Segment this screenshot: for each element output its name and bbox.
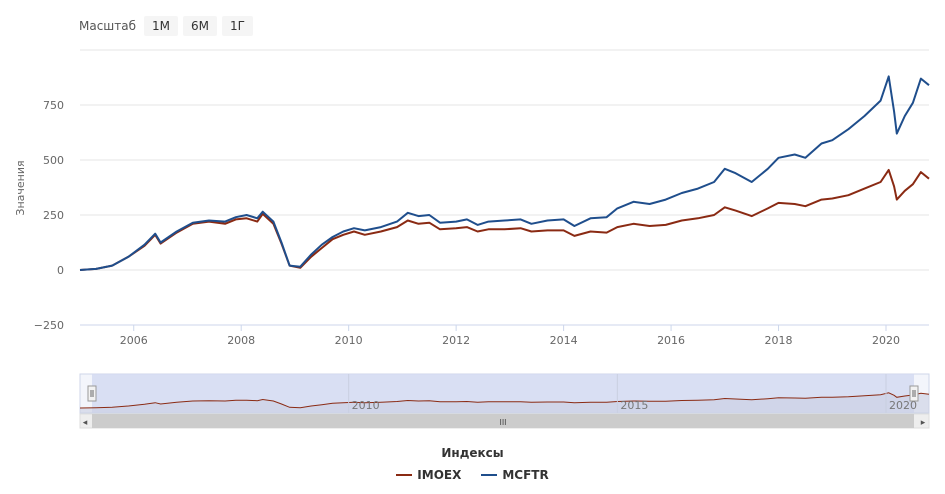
zoom-6m-button[interactable]: 6М xyxy=(183,16,218,36)
series-line-imoex xyxy=(79,168,930,271)
legend-items: IMOEX MCFTR xyxy=(0,468,945,482)
y-tick-label: 500 xyxy=(43,154,64,167)
x-tick-label: 2010 xyxy=(335,334,363,345)
series-layer xyxy=(79,75,930,271)
grid-layer xyxy=(80,49,929,326)
navigator-tick-label: 2010 xyxy=(352,399,380,412)
navigator-area xyxy=(80,392,929,413)
x-tick-label: 2006 xyxy=(120,334,148,345)
main-chart: Значения −250 0 250 500 750 2006 2008 2010 2012… xyxy=(14,49,930,345)
zoom-1y-button[interactable]: 1Г xyxy=(222,16,253,36)
scrollbar-left-arrow[interactable]: ◂ xyxy=(83,418,88,428)
legend-item-mcftr[interactable]: MCFTR xyxy=(481,468,549,482)
x-tick-label: 2008 xyxy=(227,334,255,345)
y-tick-label: 750 xyxy=(43,99,64,112)
legend-title: Индексы xyxy=(441,446,504,460)
zoom-bar: Масштаб 1М 6М 1Г xyxy=(79,14,258,38)
zoom-label: Масштаб xyxy=(79,19,137,33)
navigator-line xyxy=(79,392,930,409)
navigator-left-handle[interactable] xyxy=(87,385,97,402)
x-tick-label: 2020 xyxy=(872,334,900,345)
navigator-right-handle[interactable] xyxy=(909,385,919,402)
navigator-series xyxy=(79,392,930,413)
legend-item-imoex[interactable]: IMOEX xyxy=(396,468,461,482)
x-tick-label: 2016 xyxy=(657,334,685,345)
navigator-tick-label: 2015 xyxy=(620,399,648,412)
x-tick-label: 2012 xyxy=(442,334,470,345)
y-axis-title: Значения xyxy=(14,160,27,215)
scrollbar-grip[interactable]: III xyxy=(499,418,506,427)
navigator-tick-label: 2020 xyxy=(889,399,917,412)
y-tick-label: 250 xyxy=(43,209,64,222)
y-tick-labels: −250 0 250 500 750 xyxy=(34,99,64,332)
legend-swatch-mcftr xyxy=(481,474,498,476)
legend-swatch-imoex xyxy=(396,474,413,476)
scrollbar-thumb[interactable] xyxy=(92,414,914,428)
x-tick-label: 2014 xyxy=(550,334,578,345)
zoom-1m-button[interactable]: 1М xyxy=(144,16,179,36)
navigator: 2010 2015 2020 ◂ ▸ III xyxy=(79,373,930,429)
x-tick-labels: 2006 2008 2010 2012 2014 2016 2018 2020 xyxy=(80,324,929,345)
scrollbar-right-arrow[interactable]: ▸ xyxy=(921,418,926,428)
series-line-mcftr xyxy=(79,75,930,271)
legend: Индексы IMOEX MCFTR xyxy=(0,446,945,482)
legend-label-imoex: IMOEX xyxy=(417,468,462,482)
y-tick-label: −250 xyxy=(34,319,64,332)
x-tick-label: 2018 xyxy=(765,334,793,345)
y-tick-label: 0 xyxy=(57,264,64,277)
navigator-tick-labels: 2010 2015 2020 xyxy=(348,374,917,413)
legend-label-mcftr: MCFTR xyxy=(502,468,549,482)
